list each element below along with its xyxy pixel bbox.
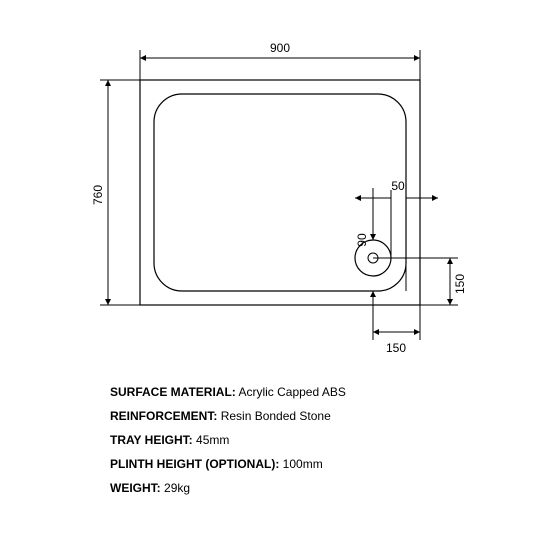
technical-drawing: 900 760 50 90 150 150: [80, 30, 480, 360]
spec-row: WEIGHT: 29kg: [110, 476, 346, 500]
spec-row: TRAY HEIGHT: 45mm: [110, 428, 346, 452]
dim-height-label: 760: [91, 185, 105, 205]
dim-50-label: 50: [391, 179, 405, 193]
spec-row: PLINTH HEIGHT (OPTIONAL): 100mm: [110, 452, 346, 476]
dim-90-label: 90: [355, 233, 369, 247]
spec-list: SURFACE MATERIAL: Acrylic Capped ABS REI…: [110, 380, 346, 500]
spec-row: SURFACE MATERIAL: Acrylic Capped ABS: [110, 380, 346, 404]
dim-150v-label: 150: [453, 274, 467, 294]
spec-row: REINFORCEMENT: Resin Bonded Stone: [110, 404, 346, 428]
dim-150h-label: 150: [386, 341, 406, 355]
dim-width-label: 900: [270, 41, 290, 55]
